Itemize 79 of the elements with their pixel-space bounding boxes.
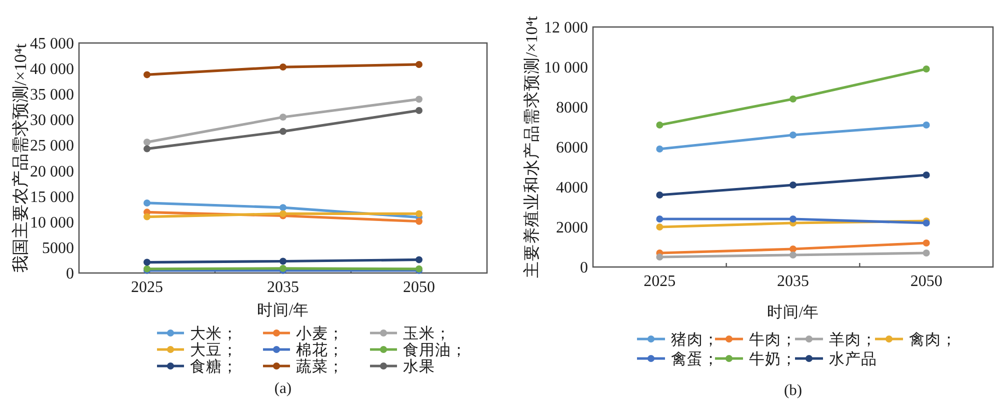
y-tick-label: 15 000 — [30, 188, 74, 206]
legend-label: 禽蛋； — [671, 350, 719, 368]
point — [144, 199, 150, 206]
x-tick-label: 2035 — [777, 273, 809, 290]
text: (b) — [784, 382, 802, 399]
legend-label: 食用油； — [403, 341, 467, 359]
point — [416, 96, 422, 103]
x-tick-label: 2025 — [131, 279, 163, 296]
point — [280, 258, 286, 265]
legend-label: 蔬菜； — [296, 358, 344, 376]
point — [416, 106, 422, 114]
y-tick-label: 45 000 — [30, 36, 74, 52]
y-tick-label: 6000 — [556, 140, 588, 156]
point — [922, 66, 930, 72]
point — [656, 192, 664, 198]
point — [790, 252, 796, 258]
point — [144, 138, 150, 146]
y-tick-label: 0 — [66, 266, 74, 282]
legend-label: 禽肉； — [909, 330, 957, 348]
point — [416, 60, 422, 68]
point — [790, 96, 796, 102]
text: (a) — [274, 380, 292, 397]
point — [416, 210, 422, 218]
x-axis-title: 时间/年 — [256, 301, 310, 319]
x-tick-label: 2050 — [403, 279, 435, 296]
y-axis-title: 主要养殖业和水产品需求预测/×10⁴t — [522, 16, 540, 278]
y-tick-label: 35 000 — [30, 86, 74, 104]
point — [280, 128, 286, 135]
x-tick-label: 2050 — [910, 273, 942, 290]
y-tick-label: 4000 — [556, 180, 588, 196]
point — [790, 246, 796, 252]
point — [790, 132, 796, 138]
y-tick-label: 2000 — [556, 220, 588, 236]
x-axis-title: 时间/年 — [766, 303, 820, 321]
y-tick-label: 12 000 — [544, 20, 588, 36]
legend-label: 棉花； — [296, 341, 344, 359]
legend-label: 小麦； — [296, 324, 344, 342]
point — [280, 114, 286, 121]
point — [144, 258, 150, 266]
y-tick-label: 8000 — [556, 100, 588, 116]
y-tick-label: 30 000 — [30, 112, 74, 130]
y-tick-label: 10 000 — [30, 214, 74, 232]
legend-label: 猪肉； — [671, 330, 719, 348]
y-tick-label: 25 000 — [30, 138, 74, 155]
legend-label: 大米； — [190, 324, 238, 342]
point — [922, 250, 930, 256]
point — [656, 122, 664, 128]
x-tick-label: 2025 — [644, 273, 676, 290]
point — [656, 216, 664, 222]
y-tick-label: 0 — [580, 260, 588, 276]
point — [416, 256, 422, 264]
y-tick-label: 10 000 — [544, 60, 588, 76]
y-tick-label: 40 000 — [30, 61, 74, 78]
point — [790, 182, 796, 188]
point — [922, 172, 930, 178]
legend-label: 大豆； — [190, 341, 238, 359]
legend-label: 食糖； — [190, 358, 238, 376]
legend-label: 玉米； — [403, 324, 451, 342]
x-tick-label: 2035 — [267, 279, 299, 296]
point — [280, 64, 286, 71]
legend-label: 羊肉； — [829, 330, 877, 348]
point — [144, 213, 150, 220]
point — [922, 240, 930, 246]
point — [280, 204, 286, 212]
point — [922, 122, 930, 128]
point — [656, 146, 664, 152]
legend-label: 牛肉； — [749, 330, 797, 348]
legend-label: 牛奶； — [749, 350, 797, 368]
point — [656, 224, 664, 230]
point — [790, 216, 796, 222]
legend-label: 水果 — [403, 358, 435, 376]
point — [144, 71, 150, 78]
point — [656, 254, 664, 260]
legend-label: 水产品 — [829, 350, 877, 368]
y-axis-title: 我国主要农产品需求预测/×10⁴t — [10, 43, 30, 272]
point — [416, 218, 422, 225]
y-tick-label: 5000 — [42, 240, 74, 257]
y-tick-label: 20 000 — [30, 163, 74, 180]
point — [144, 145, 150, 152]
